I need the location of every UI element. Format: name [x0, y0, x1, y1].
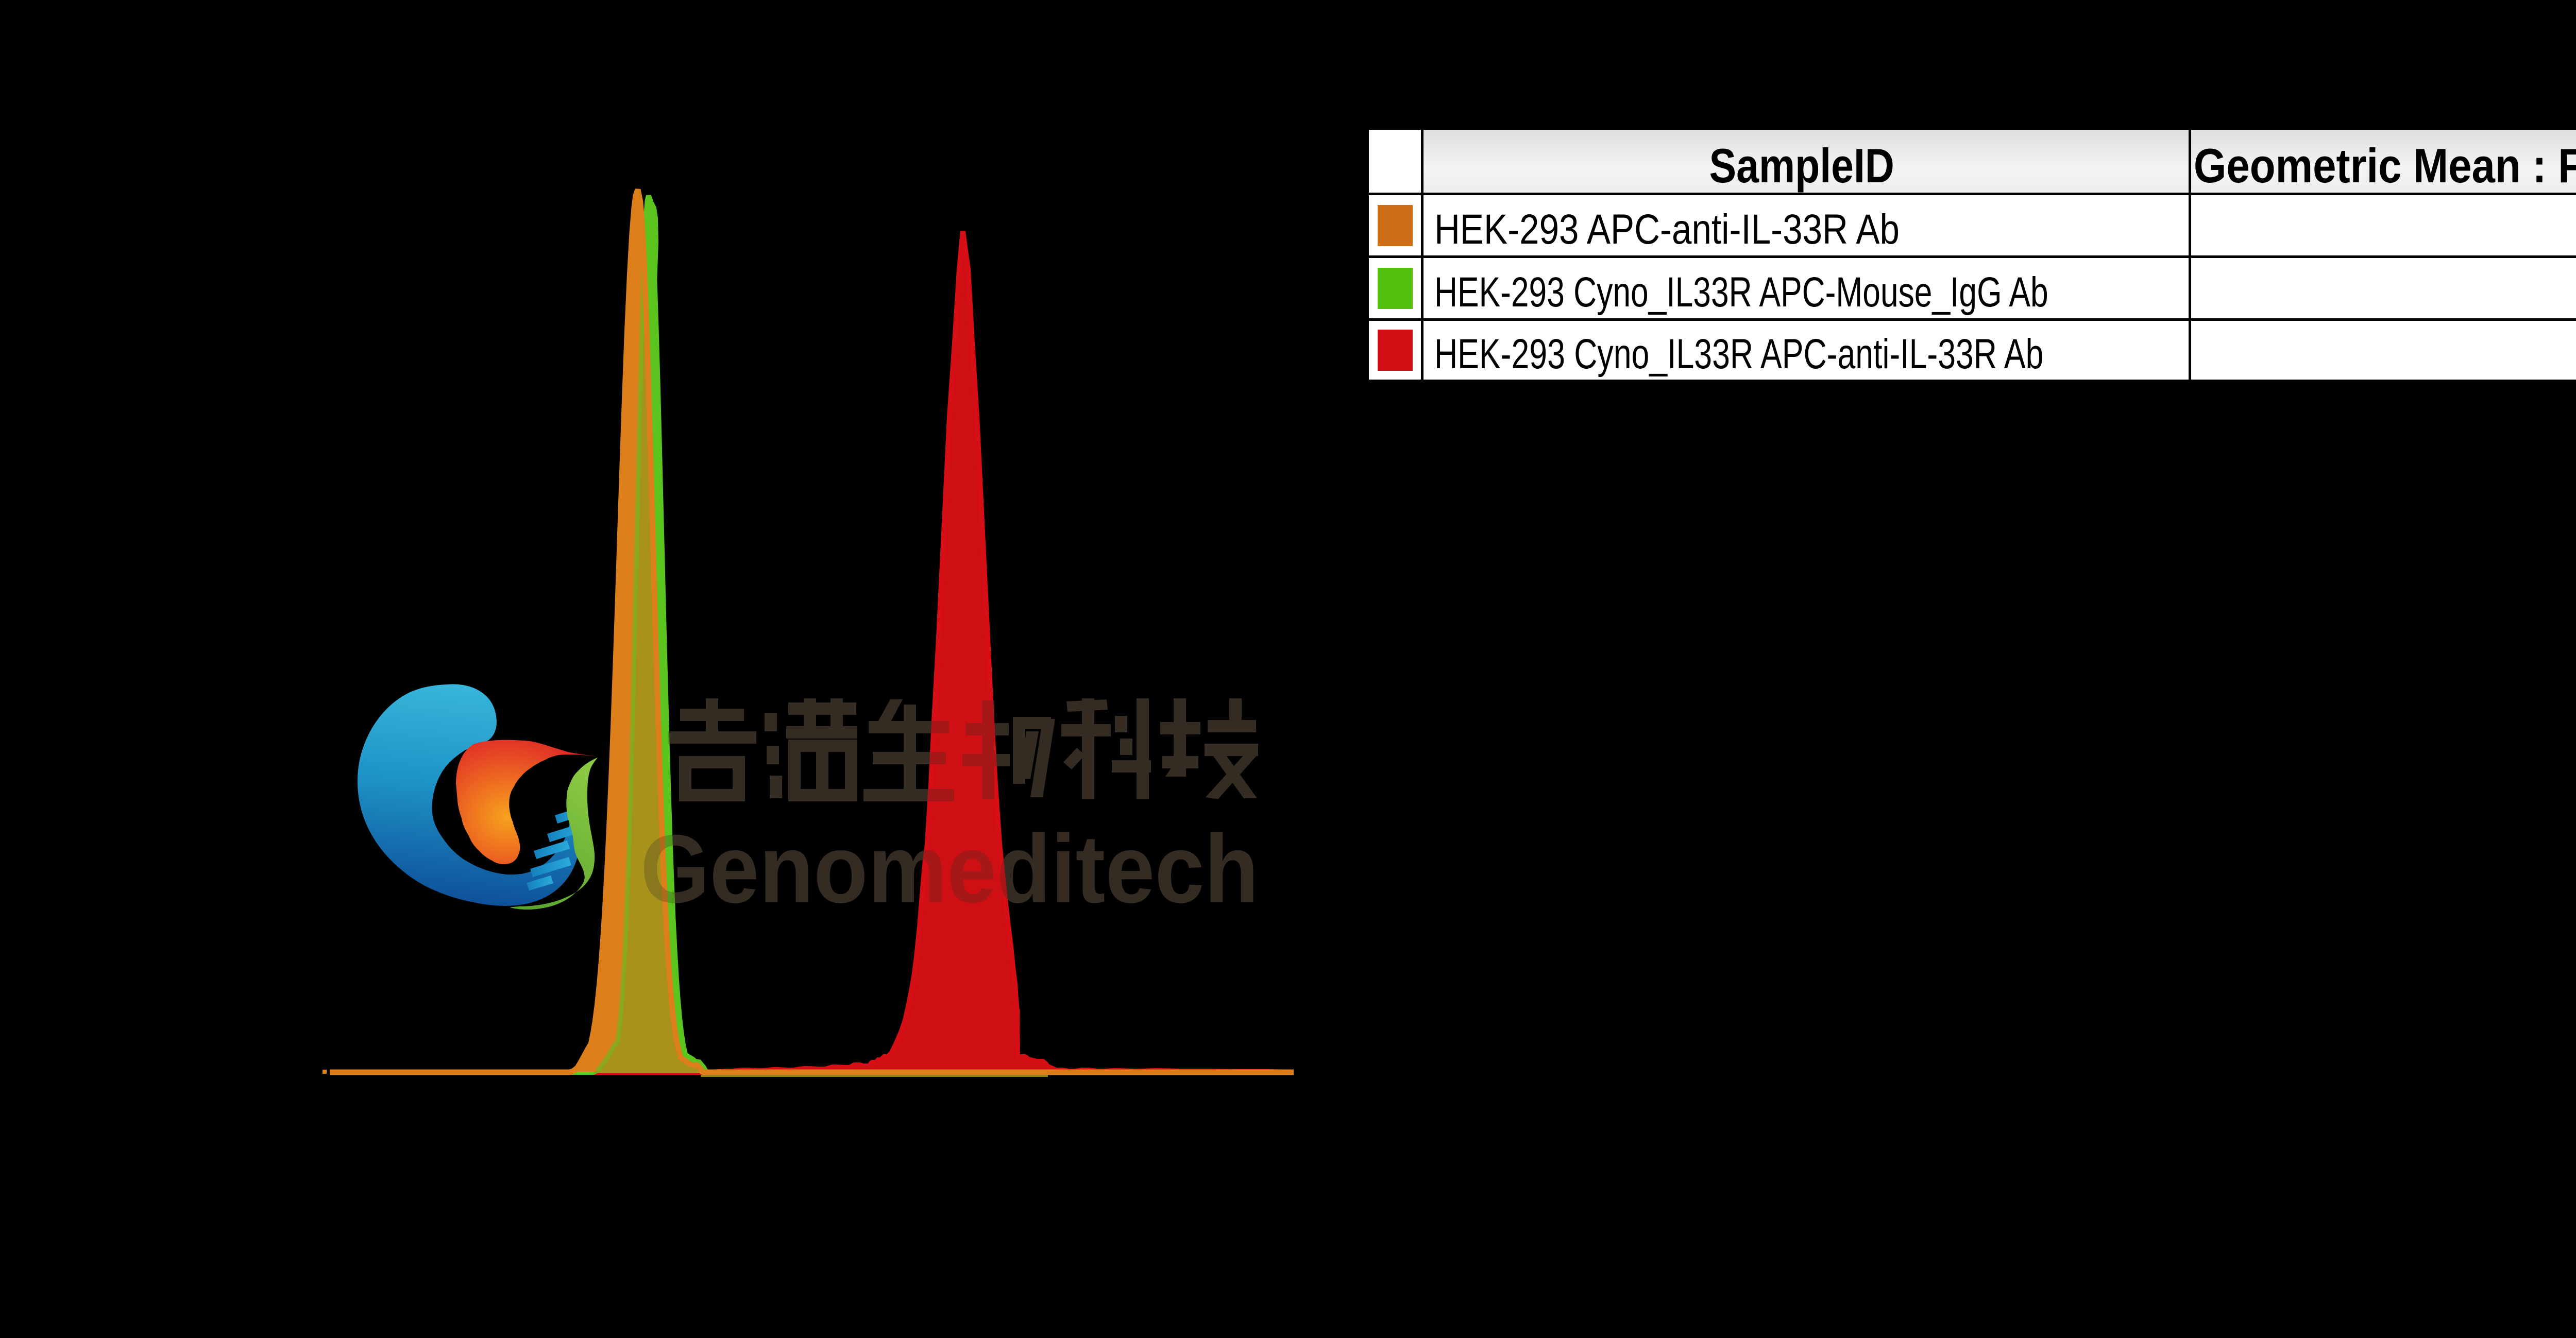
svg-text:Genomeditech: Genomeditech: [640, 815, 1259, 923]
